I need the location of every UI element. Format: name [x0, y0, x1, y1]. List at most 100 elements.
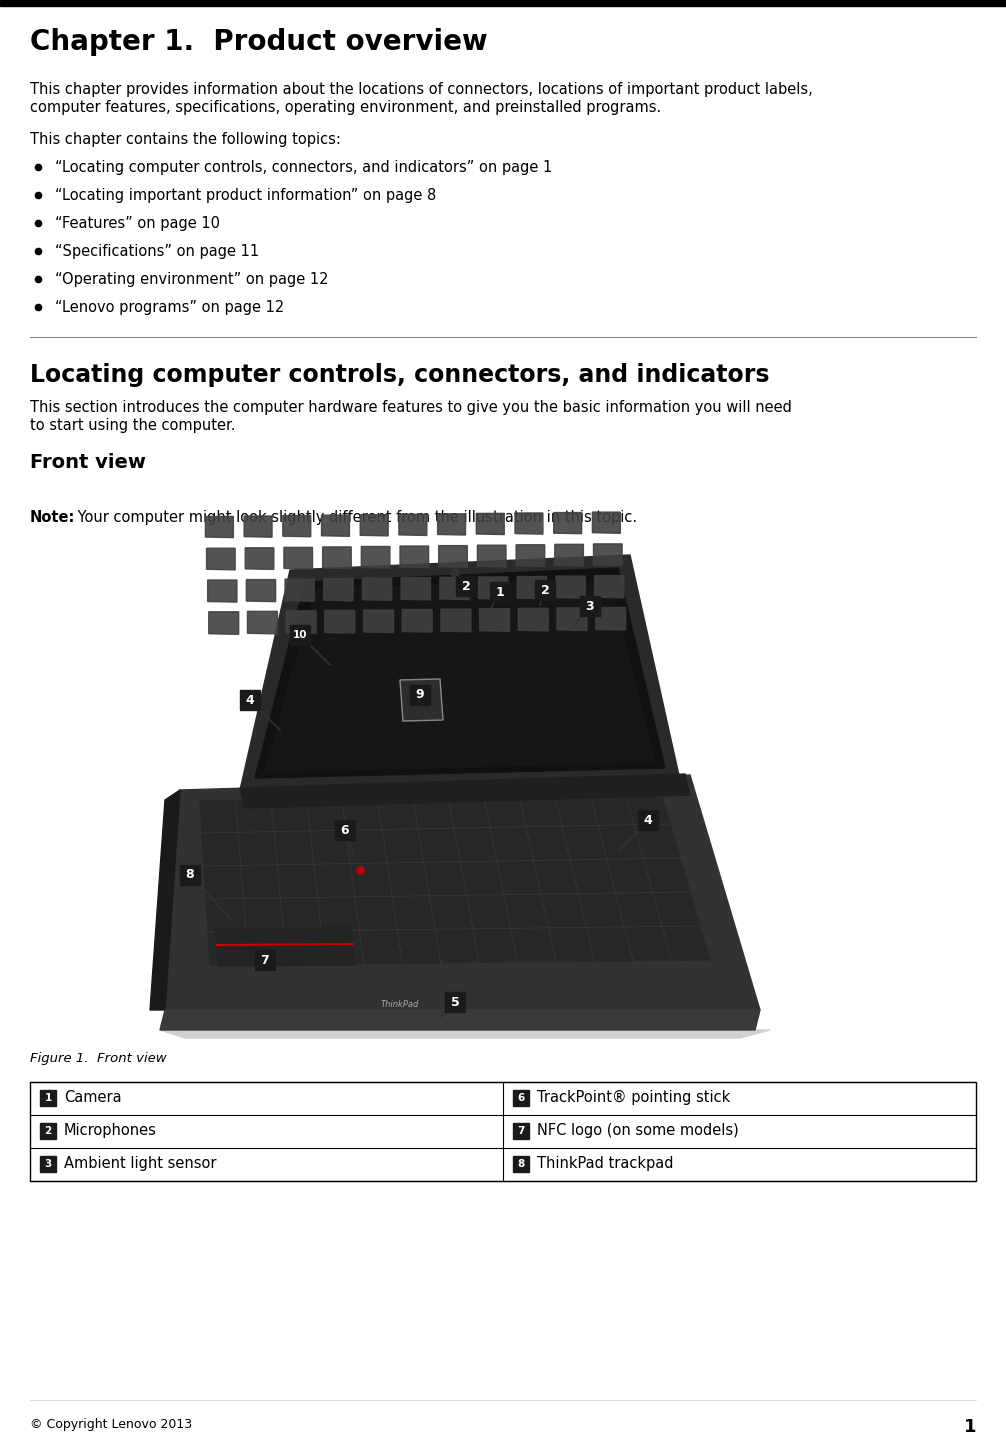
Bar	[40, 1156, 56, 1172]
Text: Your computer might look slightly different from the illustration in this topic.: Your computer might look slightly differ…	[73, 509, 637, 525]
Text: This section introduces the computer hardware features to give you the basic inf: This section introduces the computer har…	[30, 399, 792, 415]
Text: 4: 4	[644, 813, 652, 826]
Polygon shape	[240, 774, 690, 807]
Text: 2: 2	[462, 579, 471, 592]
Circle shape	[451, 569, 459, 577]
Text: Front view: Front view	[30, 453, 146, 472]
Polygon shape	[285, 579, 314, 601]
Polygon shape	[440, 577, 469, 599]
Text: This chapter contains the following topics:: This chapter contains the following topi…	[30, 132, 341, 148]
Bar	[30, 1082, 976, 1181]
Text: “Locating important product information” on page 8: “Locating important product information”…	[55, 188, 437, 203]
Text: “Locating computer controls, connectors, and indicators” on page 1: “Locating computer controls, connectors,…	[55, 161, 552, 175]
Text: 3: 3	[585, 599, 595, 612]
Polygon shape	[594, 544, 622, 566]
Polygon shape	[553, 512, 581, 534]
Bar	[40, 1123, 56, 1139]
Polygon shape	[516, 544, 544, 566]
Bar	[240, 690, 260, 710]
Polygon shape	[240, 556, 680, 790]
Bar	[456, 576, 476, 596]
Text: 1: 1	[964, 1418, 976, 1435]
Polygon shape	[215, 928, 355, 967]
Polygon shape	[400, 546, 429, 567]
Polygon shape	[360, 515, 388, 535]
Polygon shape	[324, 579, 353, 601]
Polygon shape	[244, 517, 272, 537]
Polygon shape	[517, 576, 546, 599]
Text: Microphones: Microphones	[64, 1123, 157, 1137]
Text: © Copyright Lenovo 2013: © Copyright Lenovo 2013	[30, 1418, 192, 1431]
Text: TrackPoint® pointing stick: TrackPoint® pointing stick	[537, 1090, 730, 1106]
Bar	[513, 1123, 529, 1139]
Polygon shape	[399, 514, 427, 535]
Bar	[580, 596, 600, 616]
Text: 1: 1	[496, 586, 504, 599]
Text: Camera: Camera	[64, 1090, 122, 1106]
Polygon shape	[363, 611, 393, 632]
Text: 2: 2	[44, 1126, 51, 1136]
Polygon shape	[283, 515, 311, 537]
Polygon shape	[478, 546, 506, 567]
Bar	[535, 580, 555, 601]
Text: 8: 8	[517, 1159, 524, 1169]
Text: computer features, specifications, operating environment, and preinstalled progr: computer features, specifications, opera…	[30, 100, 661, 114]
Polygon shape	[245, 548, 274, 570]
Polygon shape	[476, 514, 504, 534]
Text: 6: 6	[341, 823, 349, 836]
Text: 7: 7	[517, 1126, 525, 1136]
Text: Note:: Note:	[30, 509, 75, 525]
Bar	[335, 820, 355, 841]
Polygon shape	[286, 611, 316, 634]
Polygon shape	[361, 547, 390, 569]
Text: 9: 9	[415, 689, 425, 702]
Text: Chapter 1.  Product overview: Chapter 1. Product overview	[30, 27, 488, 56]
Polygon shape	[265, 577, 655, 773]
Bar	[513, 1156, 529, 1172]
Polygon shape	[322, 515, 349, 537]
Bar	[410, 684, 430, 705]
Polygon shape	[323, 547, 351, 569]
Text: 1: 1	[44, 1092, 51, 1103]
Bar	[0, 0, 1006, 6]
Bar	[180, 865, 200, 886]
Text: “Features” on page 10: “Features” on page 10	[55, 216, 220, 232]
Text: 10: 10	[293, 629, 307, 640]
Bar	[255, 951, 275, 969]
Polygon shape	[205, 517, 233, 538]
Polygon shape	[165, 776, 760, 1010]
Text: 2: 2	[540, 583, 549, 596]
Bar	[30, 1082, 976, 1116]
Polygon shape	[400, 679, 443, 721]
Polygon shape	[247, 611, 278, 634]
Polygon shape	[438, 514, 466, 535]
Text: “Specifications” on page 11: “Specifications” on page 11	[55, 245, 260, 259]
Polygon shape	[209, 612, 238, 634]
Text: 8: 8	[186, 868, 194, 881]
Polygon shape	[556, 576, 585, 598]
Polygon shape	[325, 611, 355, 632]
Polygon shape	[150, 790, 180, 1010]
Text: Ambient light sensor: Ambient light sensor	[64, 1156, 216, 1171]
Bar	[445, 993, 465, 1011]
Text: “Lenovo programs” on page 12: “Lenovo programs” on page 12	[55, 300, 285, 315]
Polygon shape	[160, 1030, 770, 1037]
Polygon shape	[596, 608, 626, 629]
Polygon shape	[554, 544, 583, 566]
Text: “Operating environment” on page 12: “Operating environment” on page 12	[55, 272, 329, 287]
Bar	[490, 582, 510, 602]
Polygon shape	[518, 608, 548, 631]
Polygon shape	[200, 790, 710, 965]
Polygon shape	[284, 547, 313, 569]
Polygon shape	[206, 548, 235, 570]
Polygon shape	[595, 576, 624, 598]
Text: Figure 1.  Front view: Figure 1. Front view	[30, 1052, 167, 1065]
Polygon shape	[515, 514, 543, 534]
Text: This chapter provides information about the locations of connectors, locations o: This chapter provides information about …	[30, 82, 813, 97]
Text: 5: 5	[451, 996, 460, 1009]
Polygon shape	[557, 608, 586, 631]
Bar	[638, 810, 658, 831]
Polygon shape	[402, 609, 433, 632]
Polygon shape	[207, 580, 237, 602]
Text: ThinkPad trackpad: ThinkPad trackpad	[537, 1156, 673, 1171]
